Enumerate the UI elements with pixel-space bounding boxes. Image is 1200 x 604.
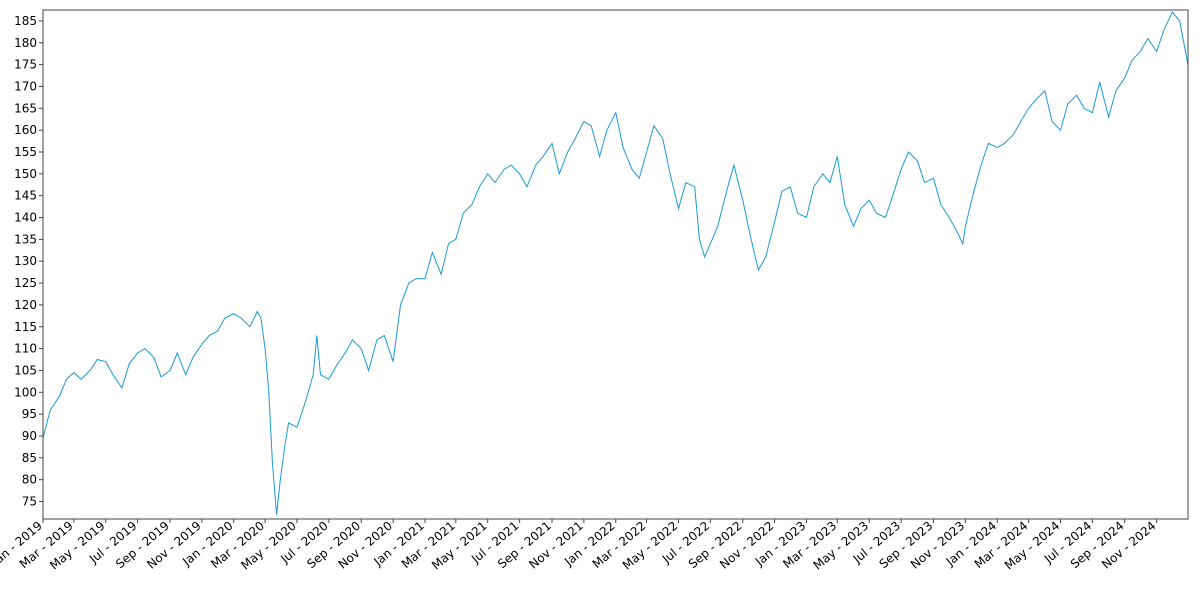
y-tick-label: 80 — [22, 473, 37, 487]
y-tick-label: 135 — [14, 232, 37, 246]
y-tick-label: 175 — [14, 58, 37, 72]
y-tick-label: 150 — [14, 167, 37, 181]
y-tick-label: 125 — [14, 276, 37, 290]
y-tick-label: 180 — [14, 36, 37, 50]
series-line — [42, 11, 1189, 515]
y-tick-label: 145 — [14, 189, 37, 203]
y-axis: 75 80 85 90 95 100 105 110 115 120 125 130 135 140 145… — [14, 14, 43, 509]
y-tick-label: 75 — [22, 495, 37, 509]
y-tick-label: 120 — [14, 298, 37, 312]
y-tick-label: 110 — [14, 342, 37, 356]
y-tick-label: 155 — [14, 145, 37, 159]
y-tick-label: 160 — [14, 123, 37, 137]
y-tick-label: 170 — [14, 79, 37, 93]
y-tick-label: 130 — [14, 254, 37, 268]
y-tick-label: 115 — [14, 320, 37, 334]
y-tick-label: 95 — [22, 407, 37, 421]
y-tick-label: 105 — [14, 363, 37, 377]
y-tick-label: 100 — [14, 385, 37, 399]
y-tick-label: 90 — [22, 429, 37, 443]
plot-frame — [42, 9, 1189, 520]
y-tick-label: 140 — [14, 211, 37, 225]
y-tick-label: 185 — [14, 14, 37, 28]
y-tick-label: 165 — [14, 101, 37, 115]
y-tick-label: 85 — [22, 451, 37, 465]
